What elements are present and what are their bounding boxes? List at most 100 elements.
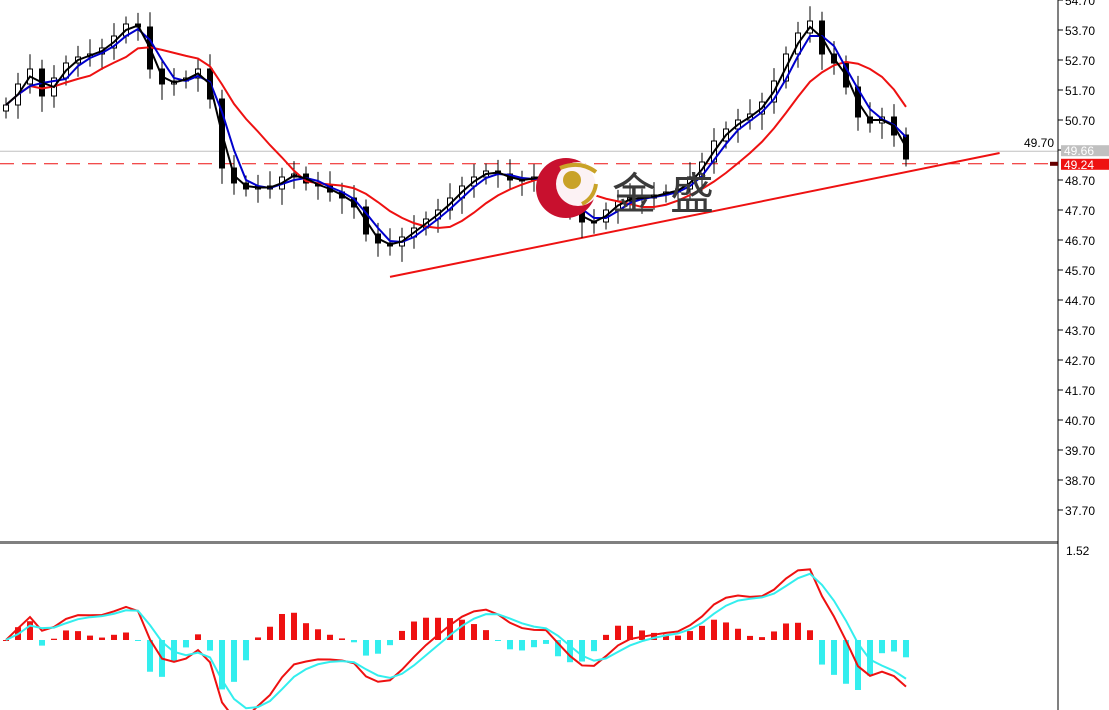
y-tick-label: 37.70	[1065, 504, 1095, 518]
candle	[399, 227, 405, 262]
candle	[159, 59, 165, 100]
macd-histogram-bar	[411, 621, 417, 640]
macd-histogram-bar	[27, 621, 33, 640]
macd-histogram-bar	[87, 635, 93, 640]
macd-histogram-bar	[339, 638, 345, 640]
y-tick-label: 44.70	[1065, 294, 1095, 308]
panel-separator[interactable]	[0, 541, 1058, 544]
macd-histogram-bar	[483, 630, 489, 640]
macd-histogram-bar	[807, 630, 813, 640]
y-tick-label: 52.70	[1065, 54, 1095, 68]
macd-histogram-bar	[63, 630, 69, 640]
y-tick-label: 46.70	[1065, 234, 1095, 248]
macd-histogram-bar	[123, 632, 129, 640]
macd-histogram-bar	[471, 624, 477, 640]
macd-histogram-bar	[399, 630, 405, 640]
macd-histogram-bar	[435, 617, 441, 640]
y-tick-label: 50.70	[1065, 114, 1095, 128]
price-axis: 54.70 53.70 52.70 51.70 50.70 49.70 48.70 47.70…	[1024, 0, 1109, 558]
macd-histogram-bar	[771, 631, 777, 640]
macd-histogram-bar	[759, 637, 765, 640]
macd-histogram-bar	[735, 628, 741, 640]
macd-histogram-bar	[591, 640, 597, 652]
macd-histogram-bar	[867, 640, 873, 676]
candle-body	[3, 104, 9, 112]
macd-histogram-bar	[687, 631, 693, 640]
macd-histogram-bar	[375, 640, 381, 654]
candle	[339, 182, 345, 214]
macd-histogram-bar	[555, 640, 561, 657]
macd-histogram-bar	[579, 640, 585, 662]
macd-histogram-bar	[795, 622, 801, 640]
macd-histogram-bar	[207, 640, 213, 651]
logo	[536, 158, 600, 218]
macd-histogram-bar	[99, 637, 105, 640]
macd-histogram-bar	[303, 623, 309, 640]
macd-histogram-bar	[495, 640, 501, 641]
macd-histogram-bar	[111, 634, 117, 640]
macd-histogram-bar	[831, 640, 837, 675]
main-plot	[0, 6, 1058, 278]
macd-histogram-bar	[351, 640, 357, 643]
macd-histogram-bar	[903, 640, 909, 658]
macd-tick-label: 1.52	[1066, 544, 1090, 558]
candle	[255, 174, 261, 203]
macd-histogram-bar	[39, 640, 45, 646]
macd-histogram-bar	[195, 634, 201, 640]
macd-histogram-bar	[843, 640, 849, 684]
macd-histogram-bar	[783, 623, 789, 640]
bid-price-label-bg	[1061, 158, 1109, 170]
macd-histogram-bar	[531, 640, 537, 648]
y-tick-label: 51.70	[1065, 84, 1095, 98]
macd-histogram-bar	[387, 640, 393, 646]
ma-mid-line	[5, 27, 907, 244]
bid-price-label: 49.24	[1064, 158, 1094, 172]
macd-histogram-bar	[51, 638, 57, 640]
macd-histogram-bar	[315, 629, 321, 640]
macd-histogram-bar	[447, 618, 453, 640]
macd-histogram-bar	[663, 634, 669, 640]
y-tick-label: 54.70	[1065, 0, 1095, 8]
macd-histogram-bar	[699, 625, 705, 640]
y-tick-label: 43.70	[1065, 324, 1095, 338]
macd-histogram-bar	[75, 631, 81, 640]
macd-histogram-bar	[363, 640, 369, 656]
macd-histogram-bar	[423, 617, 429, 640]
y-tick-label: 41.70	[1065, 384, 1095, 398]
macd-histogram-bar	[747, 635, 753, 640]
candle	[39, 59, 45, 112]
macd-histogram-bar	[651, 632, 657, 640]
ask-price-label-bg	[1061, 145, 1109, 157]
macd-histogram-bar	[603, 634, 609, 640]
macd-histogram-bar	[147, 640, 153, 672]
macd-histogram-bar	[507, 640, 513, 650]
trendline	[389, 152, 1000, 278]
candle	[279, 167, 285, 205]
candle	[3, 97, 9, 119]
macd-histogram-bar	[243, 640, 249, 661]
ma-fast-line	[5, 24, 907, 246]
y-tick-label: 39.70	[1065, 444, 1095, 458]
y-tick-label: 53.70	[1065, 24, 1095, 38]
ma-slow-line	[5, 46, 907, 230]
macd-panel	[3, 568, 909, 710]
y-tick-label: 45.70	[1065, 264, 1095, 278]
ask-price-label: 49.66	[1064, 144, 1094, 158]
candle	[879, 107, 885, 139]
macd-histogram-bar	[543, 640, 549, 644]
macd-histogram-bar	[639, 630, 645, 640]
macd-histogram-bar	[255, 637, 261, 640]
macd-histogram-bar	[891, 640, 897, 652]
macd-histogram-bar	[615, 625, 621, 640]
macd-histogram-bar	[3, 640, 9, 641]
y-tick-label: 42.70	[1065, 354, 1095, 368]
macd-histogram-bar	[879, 640, 885, 654]
y-tick-label: 48.70	[1065, 174, 1095, 188]
macd-histogram-bar	[627, 625, 633, 640]
macd-histogram-bar	[711, 619, 717, 640]
y-tick-label: 38.70	[1065, 474, 1095, 488]
macd-histogram-bar	[819, 640, 825, 665]
signal-line	[5, 572, 907, 710]
macd-histogram-bar	[279, 613, 285, 640]
